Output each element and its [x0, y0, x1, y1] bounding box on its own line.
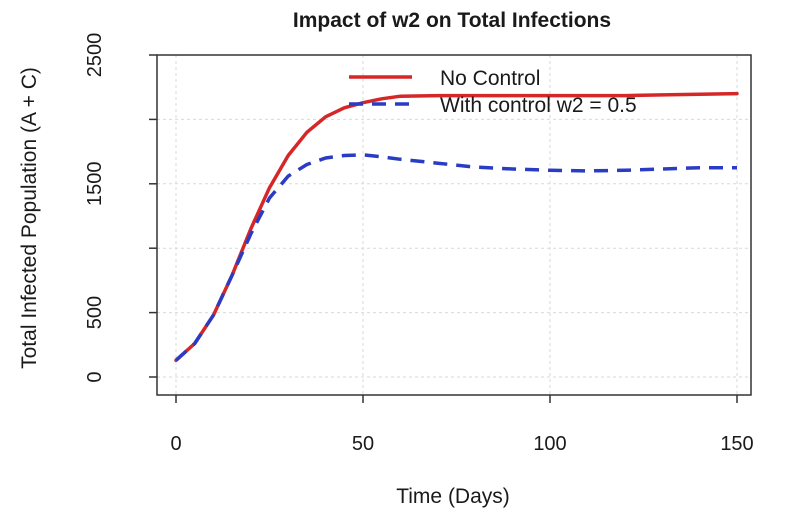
x-axis-label: Time (Days) — [396, 485, 510, 508]
plot-frame — [156, 54, 752, 396]
y-tick-label: 500 — [84, 296, 106, 329]
series-layer — [174, 91, 739, 363]
x-tick-label: 150 — [720, 433, 753, 455]
legend-label-1: No Control — [440, 67, 540, 90]
y-axis-label: Total Infected Population (A + C) — [18, 67, 41, 369]
x-tick-label: 0 — [170, 433, 181, 455]
x-tick-label: 50 — [352, 433, 374, 455]
y-tick-label: 0 — [84, 371, 106, 382]
y-tick-label: 2500 — [84, 33, 106, 78]
series-line-2 — [174, 153, 737, 362]
x-tick-label: 100 — [533, 433, 566, 455]
series-line-1 — [174, 91, 739, 363]
y-tick-label: 1500 — [84, 162, 106, 207]
legend: No Control With control w2 = 0.5 — [349, 67, 637, 117]
chart-title: Impact of w2 on Total Infections — [293, 9, 611, 32]
legend-label-2: With control w2 = 0.5 — [440, 94, 637, 117]
